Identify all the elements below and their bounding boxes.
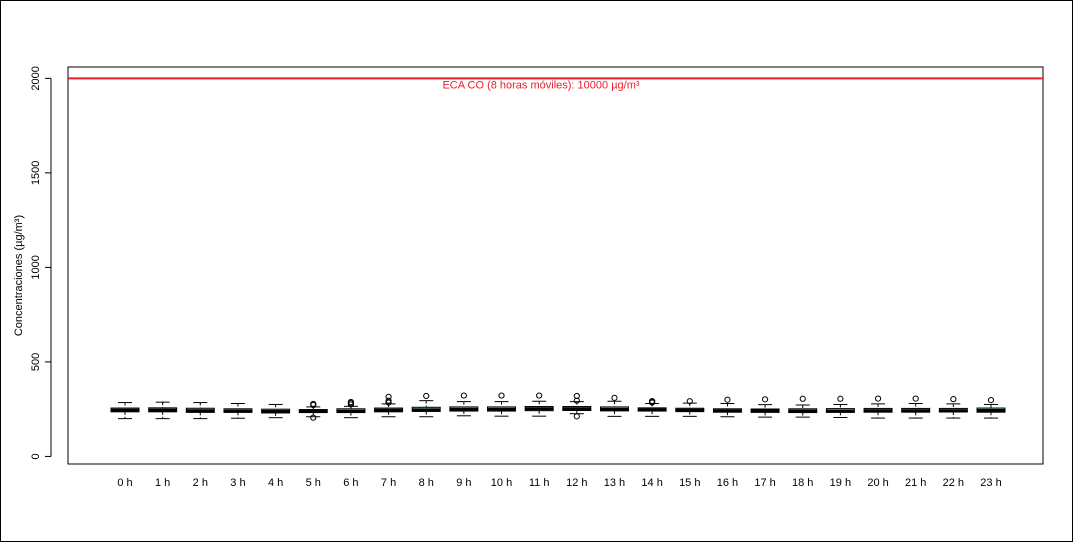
outlier-point — [347, 398, 355, 406]
outlier-point — [799, 395, 806, 402]
outlier-point — [536, 392, 543, 399]
y-tick-label: 0 — [30, 453, 42, 459]
outlier-point — [573, 413, 580, 420]
outlier-point — [423, 392, 430, 400]
y-axis-title: Concentraciones (µg/m³) — [13, 215, 25, 336]
box-5 — [298, 400, 328, 421]
x-tick-label: 4 h — [268, 477, 283, 489]
box-16 — [712, 396, 742, 418]
box-15 — [675, 398, 705, 417]
y-tick-label: 1000 — [30, 255, 42, 279]
box-6 — [336, 398, 366, 419]
outlier-point — [310, 400, 317, 407]
box-19 — [825, 395, 855, 418]
box-17 — [750, 396, 780, 418]
y-axis: 0 500 1000 1500 2000 — [30, 66, 52, 460]
box-18 — [788, 395, 818, 418]
y-tick-label: 2000 — [30, 66, 42, 90]
box-9 — [449, 392, 479, 417]
x-tick-label: 22 h — [943, 477, 964, 489]
outlier-point — [686, 398, 693, 405]
box-14 — [637, 397, 667, 417]
x-tick-label: 19 h — [830, 477, 851, 489]
box-4 — [261, 403, 291, 419]
box-10 — [487, 392, 517, 417]
outlier-point — [874, 395, 882, 402]
box-8 — [411, 392, 441, 418]
x-tick-label: 14 h — [641, 477, 662, 489]
outlier-point — [987, 397, 995, 404]
outlier-point — [498, 392, 505, 399]
outlier-point — [385, 393, 392, 400]
box-series — [110, 392, 1006, 421]
box-20 — [863, 395, 893, 419]
x-tick-label: 21 h — [905, 477, 926, 489]
x-tick-label: 20 h — [867, 477, 888, 489]
box-12 — [562, 392, 592, 420]
box-7 — [374, 393, 404, 418]
x-tick-label: 5 h — [306, 477, 321, 489]
outlier-point — [649, 397, 656, 405]
x-tick-label: 0 h — [117, 477, 132, 489]
x-tick-label: 2 h — [193, 477, 208, 489]
x-tick-label: 15 h — [679, 477, 700, 489]
x-tick-label: 12 h — [566, 477, 587, 489]
outlier-point — [912, 395, 919, 402]
outlier-point — [573, 392, 580, 400]
x-tick-label: 10 h — [491, 477, 512, 489]
box-0 — [110, 402, 140, 420]
plot-area — [67, 66, 1044, 465]
x-tick-label: 9 h — [456, 477, 471, 489]
x-tick-label: 16 h — [717, 477, 738, 489]
box-11 — [524, 392, 554, 417]
x-tick-label: 8 h — [419, 477, 434, 489]
x-tick-label: 3 h — [230, 477, 245, 489]
x-tick-label: 11 h — [529, 477, 550, 489]
outlier-point — [837, 395, 844, 402]
outlier-point — [761, 396, 769, 403]
outlier-point — [385, 397, 392, 404]
x-tick-label: 17 h — [754, 477, 775, 489]
box-13 — [599, 394, 629, 417]
box-3 — [223, 403, 253, 419]
x-tick-label: 18 h — [792, 477, 813, 489]
box-23 — [976, 397, 1006, 419]
y-tick-label: 1500 — [30, 161, 42, 185]
box-2 — [185, 402, 215, 420]
y-tick-label: 500 — [30, 353, 42, 371]
reference-line-label: ECA CO (8 horas móviles): 10000 µg/m³ — [442, 79, 639, 91]
outlier-point — [460, 392, 467, 399]
outlier-point — [310, 414, 317, 421]
box-1 — [148, 401, 178, 420]
x-tick-label: 7 h — [381, 477, 396, 489]
x-axis: 0 h 1 h 2 h 3 h 4 h 5 h 6 h 7 h 8 h 9 h 10 h 11 h 12… — [117, 477, 1001, 489]
x-tick-label: 23 h — [980, 477, 1001, 489]
x-tick-label: 1 h — [155, 477, 170, 489]
box-22 — [938, 396, 968, 419]
x-tick-label: 13 h — [604, 477, 625, 489]
box-21 — [901, 395, 931, 419]
outlier-point — [724, 396, 731, 403]
x-tick-label: 6 h — [343, 477, 358, 489]
outlier-point — [950, 396, 957, 403]
outlier-point — [611, 394, 618, 401]
